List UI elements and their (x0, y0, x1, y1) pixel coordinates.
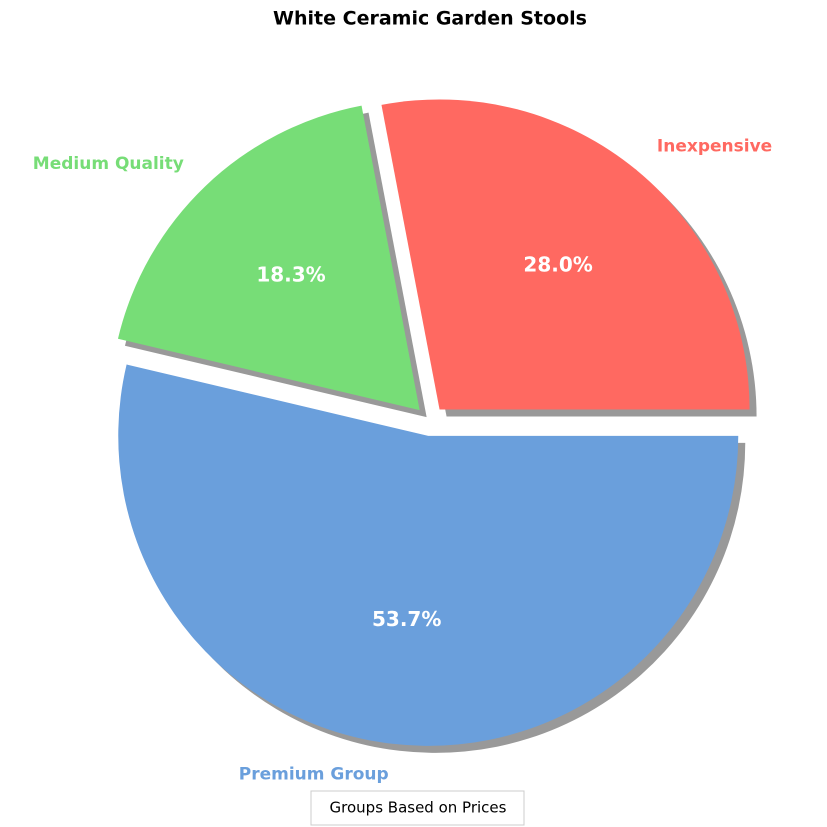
category-label: Premium Group (239, 765, 389, 785)
category-label: Medium Quality (33, 154, 184, 174)
value-label: 53.7% (372, 607, 441, 631)
value-label: 18.3% (256, 262, 325, 286)
chart-title: White Ceramic Garden Stools (273, 8, 587, 30)
legend-title: Groups Based on Prices (330, 799, 507, 817)
category-label: Inexpensive (657, 137, 772, 157)
legend-box (310, 790, 525, 826)
slice (381, 99, 750, 410)
slice (117, 105, 420, 411)
value-label: 28.0% (523, 253, 592, 277)
slice (118, 364, 739, 746)
